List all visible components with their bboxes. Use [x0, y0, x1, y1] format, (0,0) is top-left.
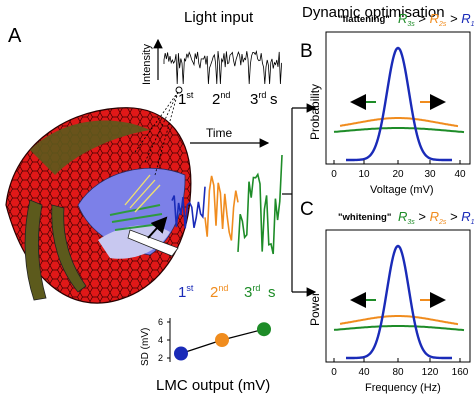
panel-b-curve-first: [346, 46, 452, 162]
panel-b-curve-second: [339, 117, 459, 128]
sd-tick-label-6: 6: [158, 317, 163, 327]
eye-to-lmc-arrow: [147, 216, 168, 239]
figure-title: Dynamic optimisation: [302, 4, 445, 21]
lmc-trace-first-second: [171, 186, 206, 229]
panel-c-xlabel: Frequency (Hz): [365, 382, 441, 394]
panel-c-frame: [325, 229, 471, 363]
lmc-trace-third-second: [237, 154, 283, 255]
panel-b-heading: "flattening": [338, 14, 390, 25]
lmc-trace-second-second: [204, 175, 239, 241]
time-label: Time: [206, 126, 233, 140]
sd-point-first: [174, 346, 188, 361]
panel-c-heading: "whitening": [338, 212, 391, 223]
panel-b-ylabel: Probability: [308, 84, 322, 140]
branch-arrows: [282, 103, 317, 297]
light-input-trace: [163, 50, 282, 85]
panel-b-xtick-label: 0: [331, 169, 337, 180]
panel-c-letter: C: [300, 199, 314, 220]
photoreceptor-marker: [175, 86, 183, 94]
panel-b-ratio: R3s > R2s > R1s: [398, 11, 474, 29]
sd-point-second: [215, 333, 229, 347]
sd-plot: 2 4 6 SD (mV): [140, 317, 271, 366]
sd-axis-label: SD (mV): [140, 328, 151, 366]
panel-c-xtick-label: 0: [331, 367, 337, 378]
lmc-seconds-labels: 1st 2nd 3rd s: [178, 278, 276, 301]
sd-tick-label-4: 4: [158, 335, 163, 345]
panel-b-xticks: 0 10 20 30 40: [331, 160, 466, 180]
panel-b-xtick-label: 10: [358, 169, 370, 180]
panel-b-letter: B: [300, 41, 313, 62]
eye-to-input-dotted-lines: [134, 91, 179, 176]
panel-b-frame: [325, 31, 471, 165]
lmc-output-label: LMC output (mV): [156, 377, 270, 394]
panel-b-xtick-label: 40: [454, 169, 466, 180]
panel-b-xtick-label: 30: [424, 169, 436, 180]
light-input-seconds: 1st 2nd 3rd s: [178, 85, 278, 108]
panel-c-xticks: 0 40 80 120 160: [331, 358, 469, 378]
compound-eye-illustration: [5, 107, 192, 304]
light-input-title: Light input: [184, 9, 254, 26]
panel-c-xtick-label: 160: [452, 367, 469, 378]
panel-c-curve-second: [339, 315, 459, 326]
panel-c-curve-third: [333, 325, 465, 332]
panel-b-xlabel: Voltage (mV): [370, 184, 434, 196]
panel-c-curve-first: [346, 244, 452, 360]
panel-c-ylabel: Power: [308, 292, 322, 326]
sd-tick-label-2: 2: [158, 353, 163, 363]
panel-a-letter: A: [8, 25, 22, 47]
intensity-label: Intensity: [141, 44, 153, 85]
panel-c-xtick-label: 120: [422, 367, 439, 378]
sd-point-third: [257, 322, 271, 337]
panel-c-xtick-label: 80: [392, 367, 404, 378]
panel-b-curve-third: [333, 127, 465, 134]
panel-c-ratio: R3s > R2s > R1s: [398, 209, 474, 227]
panel-b-xtick-label: 20: [392, 169, 404, 180]
panel-c-xtick-label: 40: [358, 367, 370, 378]
